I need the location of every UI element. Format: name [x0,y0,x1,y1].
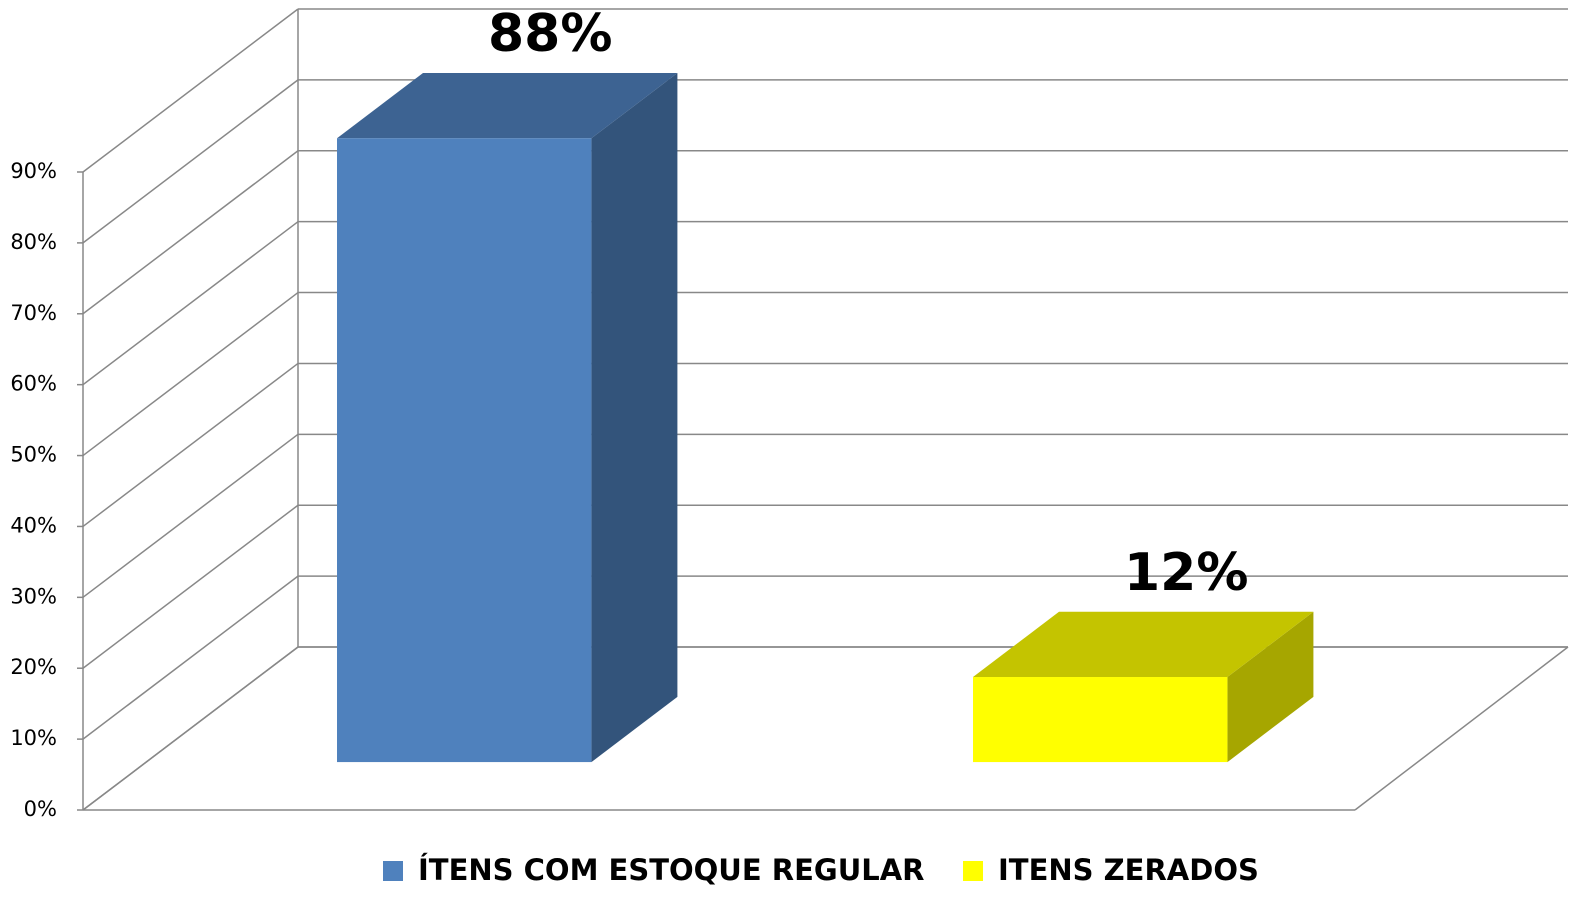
bar [337,138,592,763]
y-tick-label: 10% [10,726,57,750]
bar-side [591,73,678,763]
floor-right [1354,646,1569,811]
y-tick-label: 20% [10,655,57,679]
y-tick-label: 90% [10,159,57,183]
legend-label: ÍTENS COM ESTOQUE REGULAR [418,853,925,887]
y-tick-label: 70% [10,301,57,325]
y-tick-label: 40% [10,513,57,537]
y-tick-label: 0% [24,797,57,821]
grid-line [82,79,299,244]
y-tick-label: 60% [10,372,57,396]
grid-line [82,291,299,457]
grid-line [82,362,299,528]
value-label: 88% [488,4,612,64]
bar-side [1227,611,1314,763]
legend-swatch [383,861,403,881]
grid-line [82,504,299,669]
grid-line [82,575,299,740]
y-tick-label: 30% [10,584,57,608]
legend-label: ITENS ZERADOS [998,853,1259,887]
y-tick-label: 80% [10,230,57,254]
grid-line [82,433,299,598]
grid-line [82,221,299,386]
grid-line [82,646,299,811]
bar [973,677,1228,763]
value-label: 12% [1124,543,1248,603]
bar-top [973,611,1314,678]
grid-line [82,150,299,315]
legend-swatch [963,861,983,881]
bar-top [337,73,678,139]
grid-line [82,8,299,173]
y-tick-label: 50% [10,443,57,467]
